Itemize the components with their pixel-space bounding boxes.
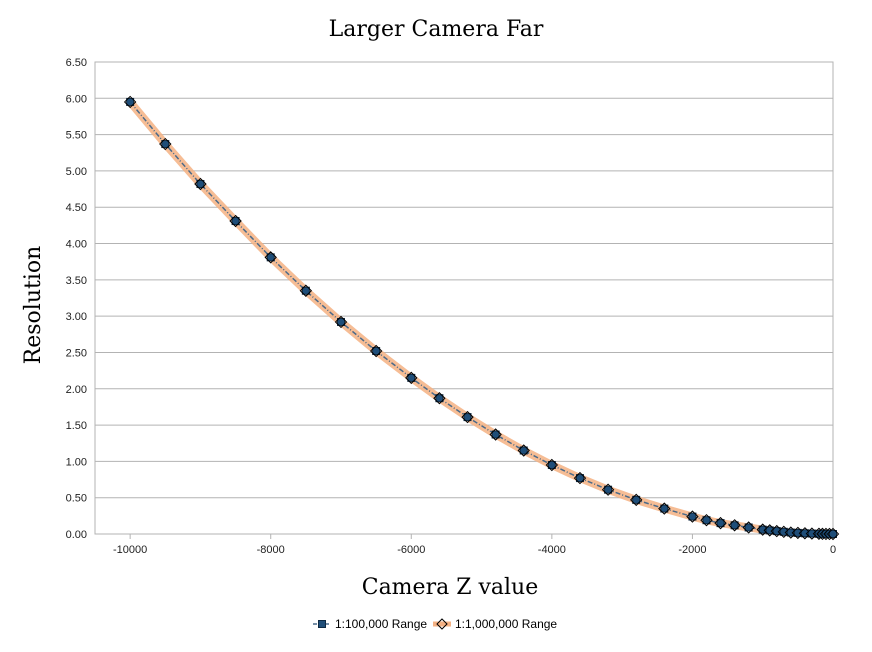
y-tick-label: 2.00: [66, 384, 87, 396]
x-tick-label: -2000: [678, 544, 706, 556]
y-tick-label: 5.00: [66, 166, 87, 178]
legend-label-1-1000000-range: 1:1,000,000 Range: [455, 617, 557, 631]
point-1-1000000-range: [299, 284, 313, 297]
point-1-1000000-range: [742, 521, 755, 534]
point-1-1000000-range: [264, 251, 277, 264]
point-1-1000000-range: [369, 344, 383, 358]
point-1-1000000-range: [714, 516, 727, 530]
x-tick-label: -6000: [397, 544, 425, 556]
x-tick-label: -10000: [113, 544, 147, 556]
legend-marker-1-1000000-range: [436, 618, 448, 630]
x-axis-label: Camera Z value: [362, 575, 539, 600]
chart-title: Larger Camera Far: [329, 17, 544, 42]
point-1-100000-range: [829, 530, 837, 538]
y-tick-label: 0.00: [66, 529, 87, 541]
y-axis-label: Resolution: [21, 246, 46, 365]
point-1-100000-range: [688, 512, 697, 521]
point-1-1000000-range: [700, 513, 713, 527]
point-1-1000000-range: [229, 214, 242, 228]
plot-area: 0.00 0.50 1.00 1.50 2.00 2.50 3.00 3.50 4.00 4.50…: [66, 57, 840, 556]
point-1-1000000-range: [728, 519, 741, 532]
legend: 1:100,000 Range 1:1,000,000 Range: [313, 617, 557, 631]
point-1-100000-range: [126, 97, 135, 106]
y-tick-label: 0.50: [66, 493, 87, 505]
point-1-100000-range: [161, 140, 170, 149]
y-tick-label: 1.50: [66, 420, 87, 432]
y-tick-label: 4.50: [66, 202, 87, 214]
legend-label-1-100000-range: 1:100,000 Range: [335, 617, 427, 631]
point-1-100000-range: [301, 286, 310, 295]
y-axis-ticks: 0.00 0.50 1.00 1.50 2.00 2.50 3.00 3.50 4.00 4.50…: [66, 57, 87, 541]
x-tick-label: 0: [830, 544, 836, 556]
point-1-1000000-range: [123, 95, 137, 109]
point-1-100000-range: [337, 317, 345, 326]
x-tick-label: -8000: [257, 544, 285, 556]
point-1-100000-range: [632, 495, 641, 504]
point-1-100000-range: [547, 461, 556, 470]
point-1-1000000-range: [686, 510, 699, 523]
point-1-100000-range: [519, 446, 528, 455]
y-tick-label: 6.50: [66, 57, 87, 69]
point-1-1000000-range: [433, 392, 446, 405]
x-axis-ticks: -10000 -8000 -6000 -4000 -2000 0: [113, 534, 836, 556]
y-tick-label: 4.00: [66, 239, 87, 251]
point-1-100000-range: [575, 474, 584, 483]
point-1-100000-range: [730, 521, 739, 530]
point-1-100000-range: [604, 485, 613, 494]
x-tick-label: -4000: [538, 544, 566, 556]
y-tick-label: 1.00: [66, 456, 87, 468]
point-1-100000-range: [266, 253, 275, 262]
point-1-100000-range: [463, 413, 472, 422]
legend-marker-1-100000-range: [318, 620, 326, 628]
series-markers: [123, 95, 840, 541]
point-1-100000-range: [702, 516, 711, 525]
point-1-100000-range: [231, 217, 240, 226]
point-1-1000000-range: [601, 483, 615, 496]
point-1-1000000-range: [545, 458, 559, 472]
y-tick-label: 3.50: [66, 275, 87, 287]
point-1-1000000-range: [629, 493, 643, 507]
point-1-1000000-range: [489, 428, 502, 441]
point-1-1000000-range: [658, 502, 671, 515]
point-1-100000-range: [372, 347, 381, 356]
point-1-100000-range: [660, 504, 669, 513]
point-1-100000-range: [716, 519, 725, 528]
point-1-1000000-range: [405, 371, 418, 385]
point-1-100000-range: [491, 430, 500, 439]
point-1-100000-range: [435, 394, 444, 403]
point-1-100000-range: [407, 373, 416, 382]
y-tick-label: 5.50: [66, 130, 87, 142]
point-1-1000000-range: [461, 410, 474, 424]
plot-frame: [94, 61, 834, 535]
point-1-1000000-range: [159, 137, 172, 151]
y-tick-label: 6.00: [66, 93, 87, 105]
point-1-1000000-range: [194, 177, 207, 191]
point-1-1000000-range: [517, 444, 530, 457]
point-1-1000000-range: [826, 527, 840, 541]
point-1-1000000-range: [573, 471, 587, 485]
point-1-1000000-range: [334, 315, 348, 329]
gridlines: [95, 61, 833, 535]
point-1-100000-range: [196, 179, 205, 188]
series-line-1-100000-range: [129, 101, 834, 535]
y-tick-label: 2.50: [66, 347, 87, 359]
y-tick-label: 3.00: [66, 311, 87, 323]
point-1-100000-range: [744, 523, 753, 532]
